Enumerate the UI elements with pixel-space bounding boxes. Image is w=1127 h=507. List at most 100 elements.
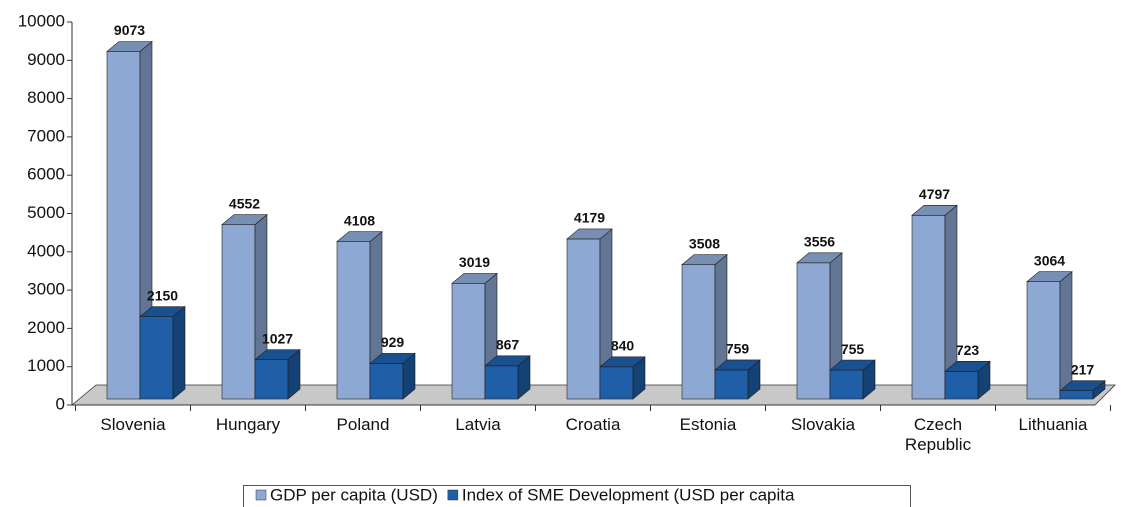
value-label: 3019 xyxy=(459,254,490,270)
bar xyxy=(369,352,416,400)
bar-top-shade xyxy=(567,228,612,239)
bar xyxy=(254,349,301,400)
value-label: 759 xyxy=(726,341,750,357)
bar-front xyxy=(369,363,404,400)
value-label: 867 xyxy=(496,336,520,352)
bar xyxy=(714,359,761,400)
value-label: 840 xyxy=(611,338,635,354)
bar-top-shade xyxy=(107,41,152,52)
value-label: 217 xyxy=(1071,361,1095,377)
bar-top xyxy=(911,204,958,216)
value-label: 4108 xyxy=(344,212,375,228)
bar-top xyxy=(829,359,876,371)
bar-front xyxy=(566,238,601,400)
value-label: 3508 xyxy=(689,235,720,251)
bar-top xyxy=(566,228,613,240)
bar xyxy=(599,356,646,400)
bar-side-shade xyxy=(173,306,185,399)
bar xyxy=(139,306,186,400)
bar xyxy=(106,40,153,400)
bar-top-shade xyxy=(255,349,300,360)
bar-front xyxy=(336,241,371,400)
y-tick-label: 1000 xyxy=(27,356,65,375)
bar-top xyxy=(484,355,531,367)
bar-top-shade xyxy=(830,360,875,371)
bar-front xyxy=(911,214,946,400)
value-label: 929 xyxy=(381,334,405,350)
bar-side-shade xyxy=(1093,380,1105,399)
x-tick-label: Latvia xyxy=(455,415,501,434)
bar-top xyxy=(944,361,991,372)
bar-side-shade xyxy=(633,356,645,399)
bar-front xyxy=(599,366,634,400)
value-label: 4552 xyxy=(229,195,260,211)
bar-front xyxy=(221,224,256,400)
bar-top xyxy=(1059,380,1106,391)
legend-box xyxy=(243,485,911,507)
bar-top-shade xyxy=(1060,380,1105,391)
bar xyxy=(484,355,531,400)
y-tick-label: 2000 xyxy=(27,318,65,337)
bar-side-shade xyxy=(403,353,415,399)
bar-top xyxy=(714,359,761,371)
bar-side-shade xyxy=(288,349,300,399)
bar-top xyxy=(254,349,301,360)
value-label: 1027 xyxy=(262,330,293,346)
x-tick-label: Croatia xyxy=(565,415,621,434)
bar-top xyxy=(106,41,153,52)
bar-top xyxy=(796,252,843,264)
bar-front xyxy=(1059,390,1094,400)
bar-side-shade xyxy=(863,360,875,399)
bar-top-shade xyxy=(715,359,760,370)
bar-top-shade xyxy=(600,356,645,367)
bar-top-shade xyxy=(222,214,267,225)
bar-front xyxy=(1026,281,1061,400)
y-tick-label: 8000 xyxy=(27,88,65,107)
bar xyxy=(1059,380,1106,400)
bar-top xyxy=(336,231,383,242)
bar-top-shade xyxy=(797,252,842,263)
x-tick-label: Hungary xyxy=(215,415,281,434)
bar-top xyxy=(1026,271,1073,282)
value-label: 723 xyxy=(956,342,980,358)
bar-front xyxy=(106,51,141,400)
value-label: 9073 xyxy=(114,22,145,38)
bar-top xyxy=(139,306,186,317)
bar-side-shade xyxy=(978,361,990,399)
bar xyxy=(336,231,383,400)
bar-front xyxy=(829,369,864,400)
x-tick-label: Poland xyxy=(336,415,390,434)
bar-front xyxy=(254,359,289,400)
y-tick-label: 3000 xyxy=(27,280,65,299)
y-tick-label: 10000 xyxy=(18,11,65,30)
bar-top-shade xyxy=(912,205,957,216)
value-label: 755 xyxy=(841,341,865,357)
value-label: 3064 xyxy=(1034,252,1065,268)
bar-top xyxy=(221,214,268,225)
legend-swatch xyxy=(255,489,267,501)
bar-front xyxy=(139,316,174,400)
y-tick-label: 4000 xyxy=(27,241,65,260)
bar-top xyxy=(599,356,646,368)
y-tick-label: 0 xyxy=(56,394,65,413)
bar xyxy=(1026,271,1073,400)
bar-side-shade xyxy=(1060,271,1072,399)
bar-side-shade xyxy=(518,355,530,399)
y-tick-label: 7000 xyxy=(27,126,65,145)
x-tick-label: Lithuania xyxy=(1018,415,1088,434)
bar-front xyxy=(681,264,716,400)
value-label: 2150 xyxy=(147,287,178,303)
x-tick-label: Slovakia xyxy=(790,415,856,434)
bar-side-shade xyxy=(748,359,760,399)
value-label: 4797 xyxy=(919,186,950,202)
value-label: 4179 xyxy=(574,210,605,226)
value-label: 3556 xyxy=(804,234,835,250)
legend-swatch xyxy=(447,489,459,501)
y-tick-label: 6000 xyxy=(27,165,65,184)
bar-side-shade xyxy=(945,205,957,399)
legend-label: Index of SME Development (USD per capita xyxy=(462,485,795,504)
bar xyxy=(829,359,876,400)
bar-top-shade xyxy=(370,353,415,364)
